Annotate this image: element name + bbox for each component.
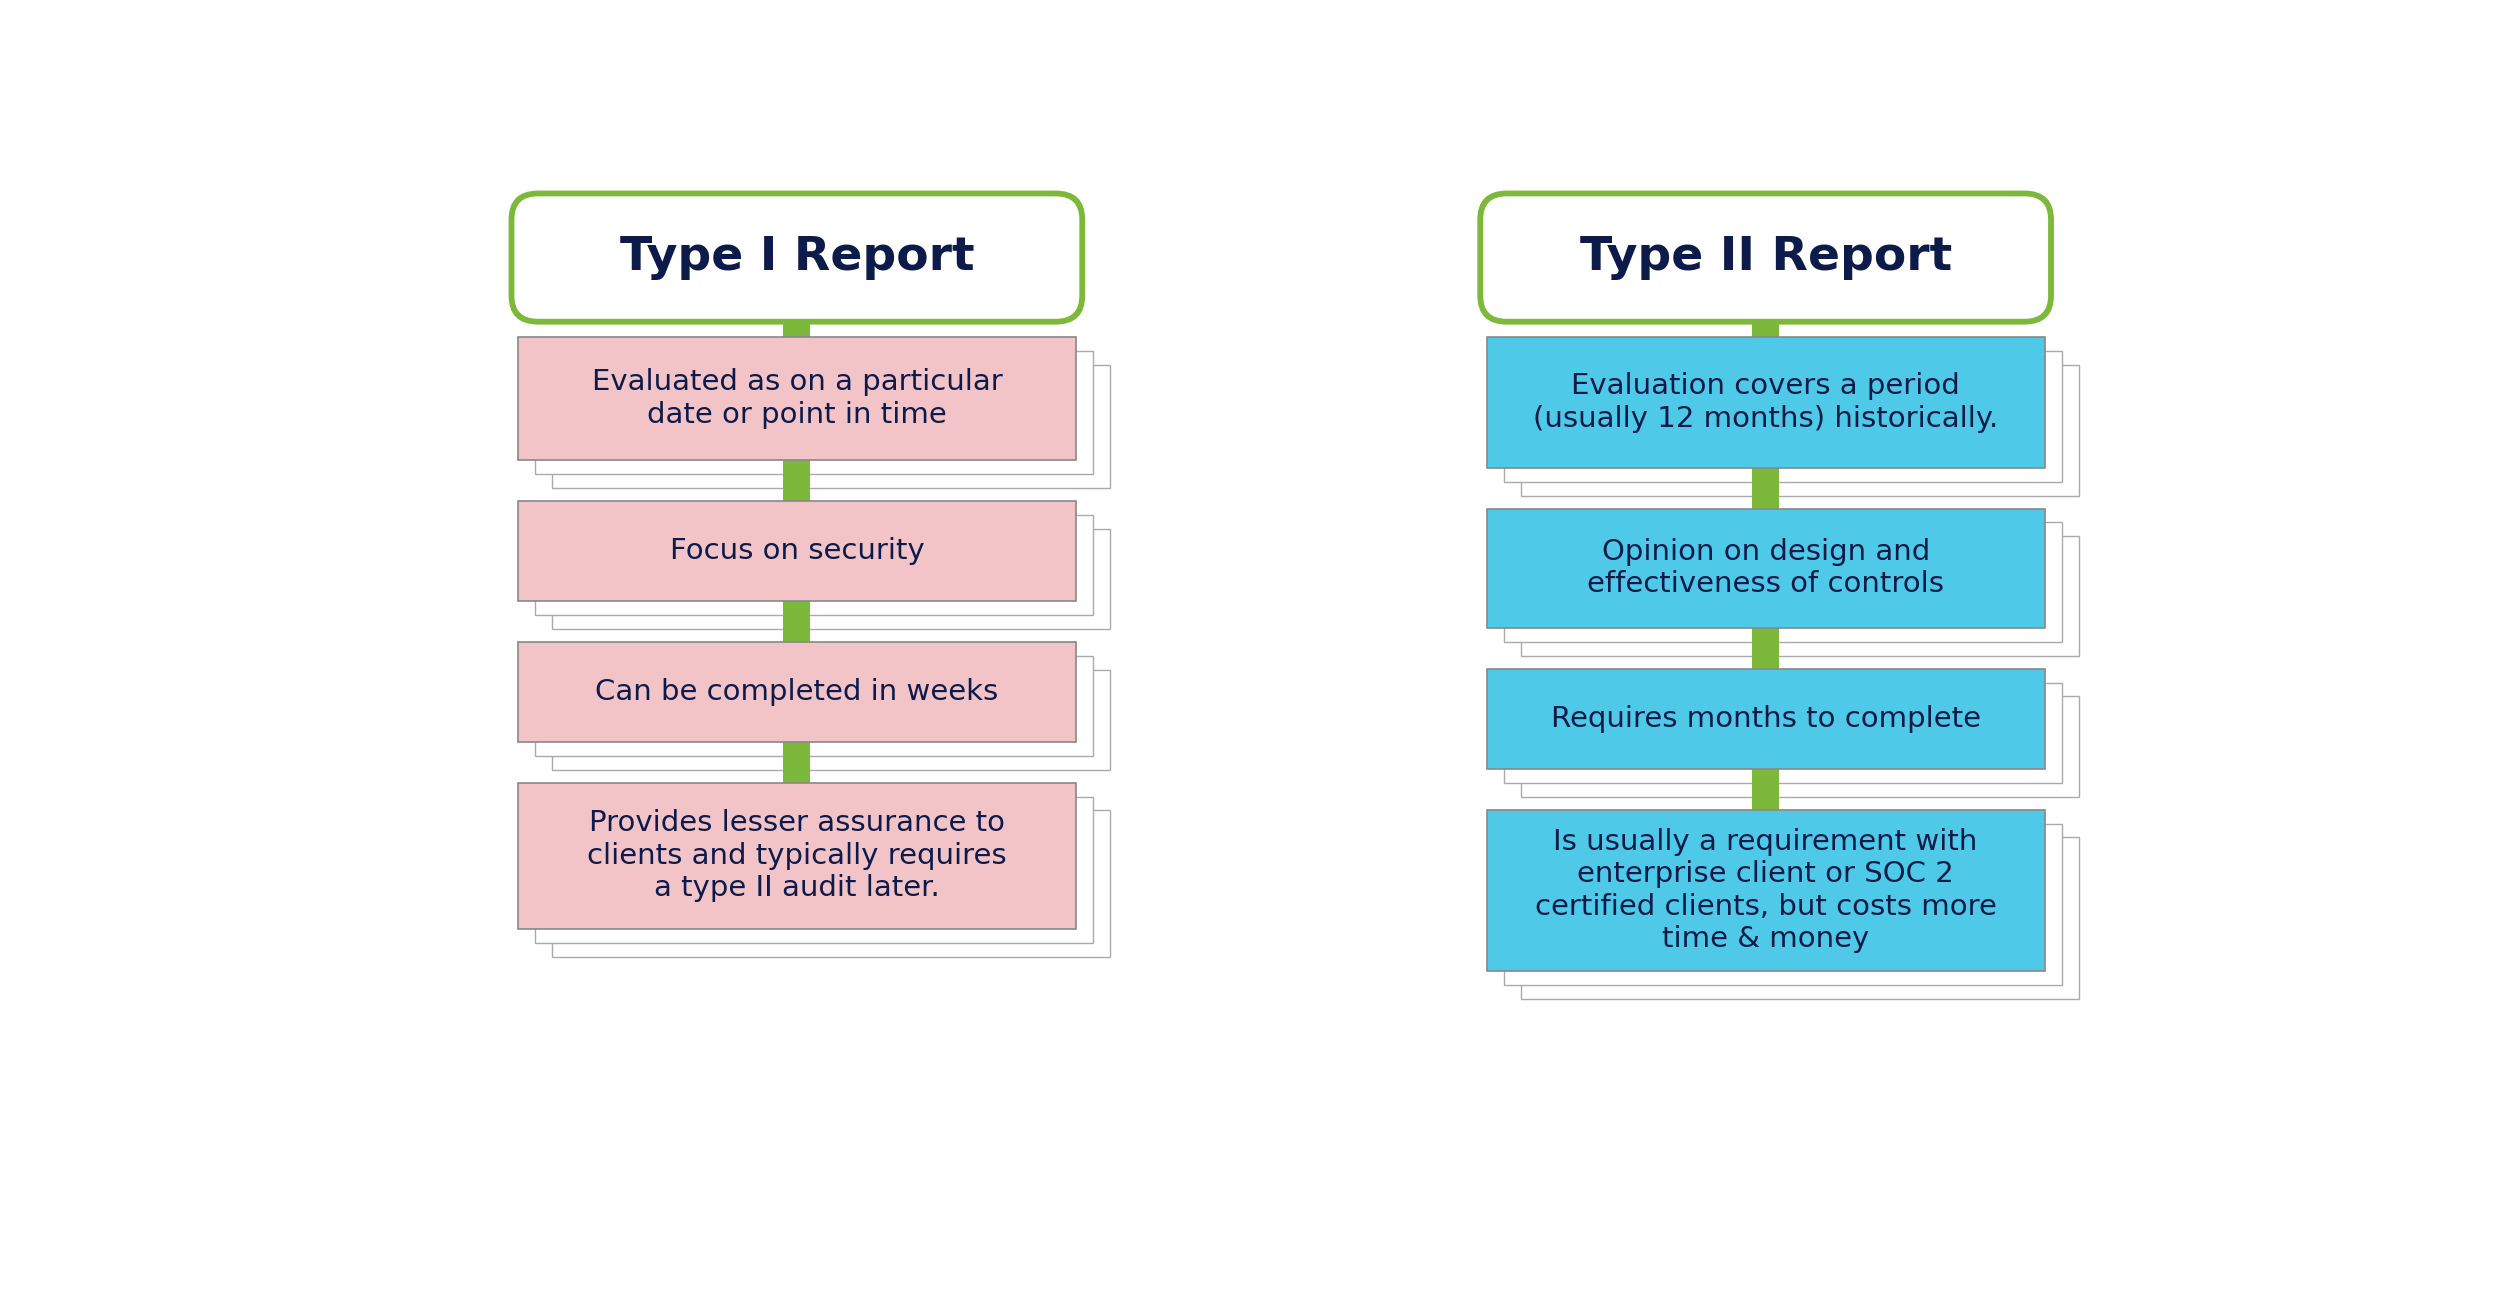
Bar bbox=[1488, 810, 2045, 972]
Bar bbox=[1520, 696, 2078, 797]
Bar bbox=[1752, 769, 1780, 810]
Bar bbox=[782, 742, 810, 782]
FancyBboxPatch shape bbox=[1482, 196, 2048, 319]
Bar bbox=[552, 811, 1110, 957]
Bar bbox=[1488, 669, 2045, 769]
Bar bbox=[1752, 628, 1780, 669]
Text: Focus on security: Focus on security bbox=[670, 537, 925, 565]
Bar bbox=[552, 529, 1110, 628]
Text: Requires months to complete: Requires months to complete bbox=[1550, 705, 1980, 733]
Text: Can be completed in weeks: Can be completed in weeks bbox=[595, 678, 998, 705]
Bar bbox=[535, 515, 1092, 615]
Bar bbox=[518, 641, 1075, 742]
FancyBboxPatch shape bbox=[1478, 191, 2055, 325]
Bar bbox=[535, 656, 1092, 756]
Text: Provides lesser assurance to
clients and typically requires
a type II audit late: Provides lesser assurance to clients and… bbox=[588, 810, 1008, 902]
Bar bbox=[1502, 824, 2062, 985]
Bar bbox=[535, 351, 1092, 474]
Bar bbox=[1752, 315, 1780, 337]
Bar bbox=[1520, 537, 2078, 656]
Text: Is usually a requirement with
enterprise client or SOC 2
certified clients, but : Is usually a requirement with enterprise… bbox=[1535, 828, 1998, 953]
Bar bbox=[782, 460, 810, 502]
Text: Type II Report: Type II Report bbox=[1580, 235, 1952, 279]
Text: Evaluated as on a particular
date or point in time: Evaluated as on a particular date or poi… bbox=[592, 368, 1003, 428]
Bar bbox=[535, 797, 1092, 943]
Bar bbox=[1752, 468, 1780, 508]
Bar bbox=[552, 670, 1110, 769]
Bar bbox=[782, 315, 810, 337]
Bar bbox=[1520, 364, 2078, 495]
FancyBboxPatch shape bbox=[515, 196, 1080, 319]
Bar bbox=[1502, 522, 2062, 641]
Bar bbox=[1502, 351, 2062, 482]
Text: Type I Report: Type I Report bbox=[620, 235, 975, 279]
FancyBboxPatch shape bbox=[508, 191, 1085, 325]
Bar bbox=[518, 782, 1075, 929]
Bar bbox=[782, 601, 810, 641]
Bar bbox=[518, 337, 1075, 460]
Bar bbox=[1520, 837, 2078, 999]
Bar bbox=[1488, 337, 2045, 468]
Text: Opinion on design and
effectiveness of controls: Opinion on design and effectiveness of c… bbox=[1588, 538, 1945, 598]
Bar bbox=[552, 364, 1110, 488]
Text: Evaluation covers a period
(usually 12 months) historically.: Evaluation covers a period (usually 12 m… bbox=[1532, 372, 1998, 432]
Bar bbox=[518, 502, 1075, 601]
Bar bbox=[1488, 508, 2045, 628]
Bar bbox=[1502, 683, 2062, 782]
